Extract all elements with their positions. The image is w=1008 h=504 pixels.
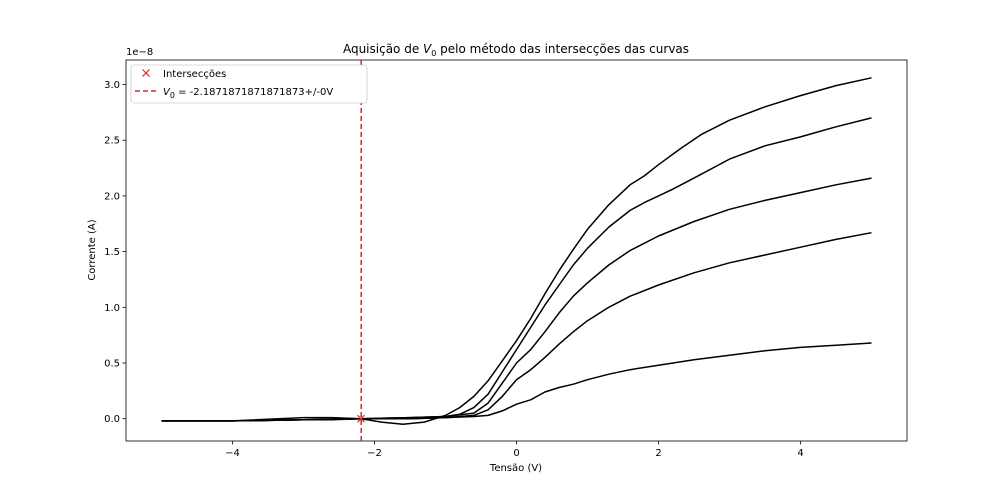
- curve-1: [161, 77, 872, 426]
- legend: Intersecções V0 = -2.1871871871871873+/-…: [130, 64, 368, 104]
- x-tick-label: −2: [367, 448, 382, 459]
- y-axis-label: Corrente (A): [87, 219, 98, 280]
- y-tick-label: 2.5: [104, 136, 120, 147]
- x-tick-label: −4: [225, 448, 240, 459]
- legend-item-v0: V0 = -2.1871871871871873+/-0V: [135, 87, 333, 100]
- intersection-markers: [357, 414, 365, 423]
- legend-x-glyph: [142, 69, 150, 77]
- legend-label-v0: V0 = -2.1871871871871873+/-0V: [163, 87, 333, 100]
- y-axis-ticks: 0.0 0.5 1.0 1.5 2.0 2.5 3.0: [104, 80, 126, 425]
- x-tick-label: 0: [513, 448, 519, 459]
- y-tick-label: 0.0: [104, 414, 120, 425]
- y-offset-label: 1e−8: [126, 47, 153, 58]
- legend-label-intersections: Intersecções: [163, 69, 226, 80]
- x-axis-label: Tensão (V): [489, 463, 542, 474]
- legend-marker-x: [142, 69, 150, 77]
- x-tick-label: 2: [655, 448, 661, 459]
- x-axis-ticks: −4 −2 0 2 4: [225, 441, 804, 459]
- legend-box: [130, 64, 368, 104]
- plot-area: [125, 59, 908, 442]
- y-tick-label: 3.0: [104, 80, 120, 91]
- curves-group: [161, 77, 872, 426]
- curve-3: [161, 177, 872, 422]
- plot-frame: [125, 59, 908, 442]
- x-tick-label: 4: [797, 448, 803, 459]
- curve-5: [161, 342, 872, 422]
- curve-2: [161, 117, 872, 422]
- legend-item-intersections: Intersecções: [142, 69, 226, 80]
- y-tick-label: 2.0: [104, 191, 120, 202]
- y-tick-label: 1.0: [104, 303, 120, 314]
- intersection-marker-1: [357, 414, 365, 423]
- curve-4: [161, 231, 872, 422]
- y-tick-label: 1.5: [104, 247, 120, 258]
- chart-title: Aquisição de V0 pelo método das intersec…: [343, 42, 689, 58]
- y-tick-label: 0.5: [104, 359, 120, 370]
